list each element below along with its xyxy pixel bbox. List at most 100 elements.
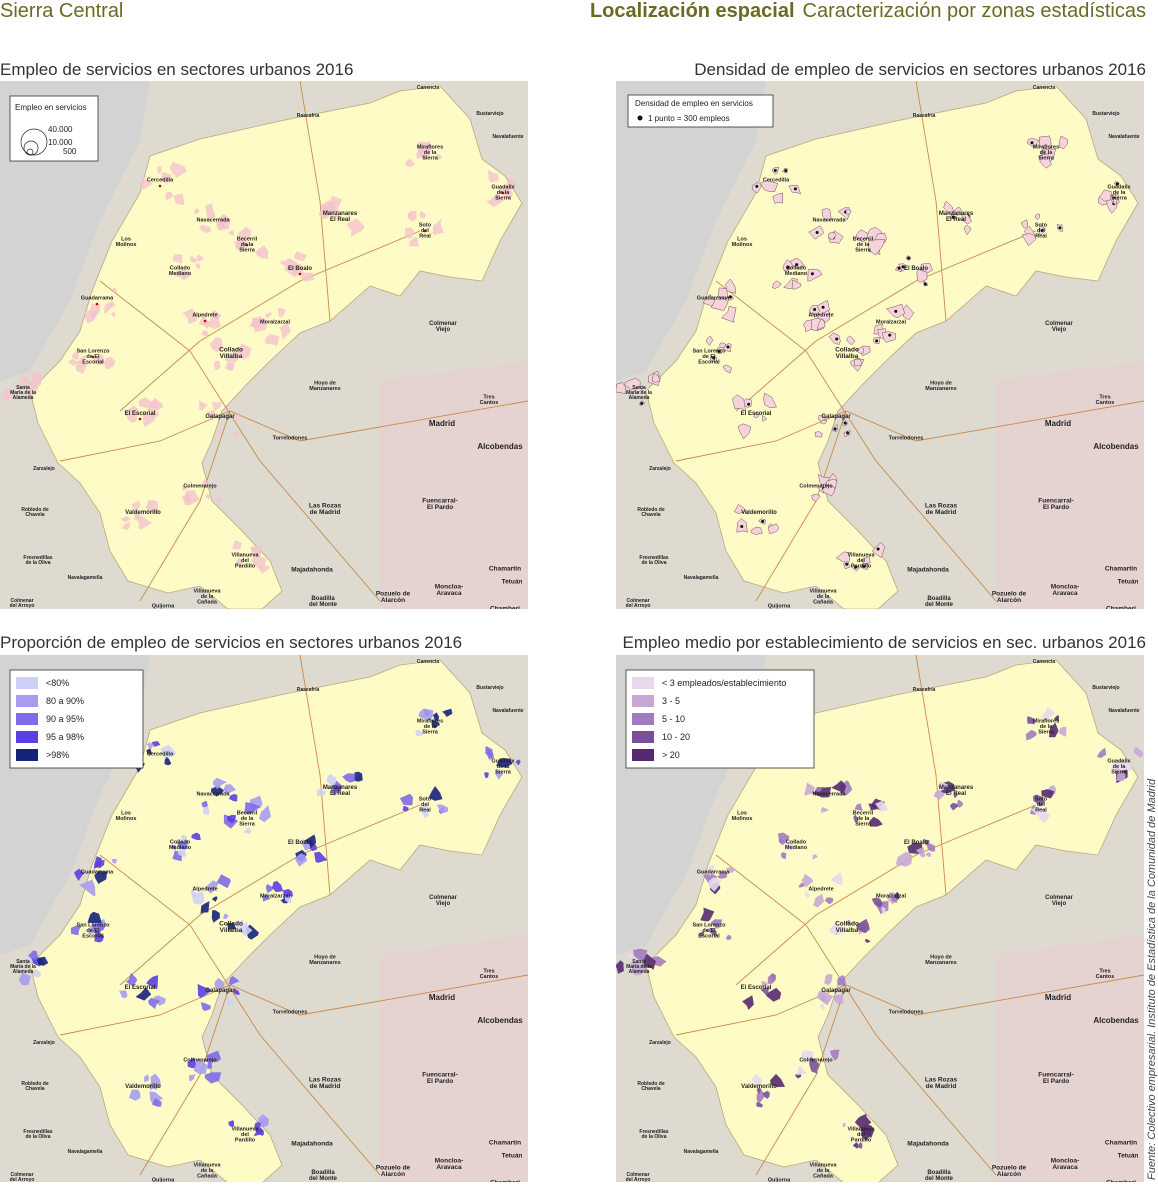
employment-dot (501, 191, 505, 195)
road (735, 804, 1037, 986)
place-label: Escorial (698, 934, 720, 940)
urban-sector (265, 884, 274, 894)
place-label: Collado (835, 347, 859, 354)
road (715, 280, 997, 602)
urban-sector (111, 858, 117, 864)
urban-sector (791, 279, 802, 290)
density-dot (845, 562, 849, 566)
place-label: Galapagar (821, 414, 851, 420)
urban-sector (416, 151, 424, 160)
place-label: Los (737, 811, 747, 817)
urban-sector (68, 358, 77, 367)
place-label: Tres (483, 969, 494, 975)
urban-sector (1021, 233, 1036, 247)
place-label: Alcobendas (1093, 1016, 1139, 1025)
road (755, 984, 847, 1176)
legend-symbol (26, 148, 34, 156)
urban-sector (1021, 219, 1028, 229)
road (99, 280, 381, 602)
map: Canencia Bustarviejo Rascafría Navalafuente… (616, 655, 1144, 1183)
legend-symbol (637, 115, 643, 121)
urban-sector (19, 972, 31, 986)
urban-sector (142, 411, 155, 428)
urban-sector (198, 224, 211, 233)
place-label: Fuencarral- (1038, 498, 1073, 505)
urban-sector (164, 757, 172, 766)
place-label: Navalagamella (68, 1149, 103, 1155)
place-label: Villanueva (847, 553, 875, 559)
place-label: Robledo de (21, 507, 48, 513)
map-title: Empleo medio por establecimiento de serv… (622, 633, 1146, 652)
urban-sector (299, 272, 315, 282)
place-label: Hoyo de (930, 955, 952, 961)
urban-sector (399, 793, 413, 806)
urban-sector (405, 158, 415, 168)
urban-sector (205, 202, 217, 219)
place-label: del Monte (925, 602, 954, 608)
urban-sector (719, 342, 727, 349)
road (139, 984, 231, 1176)
place-label: de la (241, 242, 254, 248)
urban-sector (193, 1058, 208, 1075)
place-label: Villanueva (847, 1127, 875, 1133)
urban-sector (1098, 189, 1112, 202)
place-label: Aravaca (436, 1164, 462, 1171)
urban-sector (172, 254, 183, 264)
density-dot (786, 265, 790, 269)
place-label: Villalba (836, 353, 859, 360)
urban-sector (710, 295, 729, 311)
urban-sector (750, 526, 763, 535)
place-label: Cantos (480, 974, 499, 980)
place-label: Robledo de (637, 1081, 664, 1087)
road (99, 854, 381, 1176)
place-label: Manzanares (925, 386, 957, 392)
sierra-central (29, 85, 523, 609)
urban-sector (197, 983, 212, 999)
place-label: Los (737, 237, 747, 243)
place-label: Soto (419, 797, 432, 803)
urban-sector (812, 854, 818, 860)
header-section: Localización espacial (590, 0, 795, 22)
urban-sector (801, 873, 814, 888)
urban-sector (432, 218, 444, 236)
urban-sector (881, 331, 896, 343)
legend-label: 10 - 20 (662, 732, 690, 742)
place-label: Sierra (855, 822, 872, 828)
place-label: del (1037, 228, 1045, 234)
urban-sector (616, 960, 624, 974)
place-label: Villanueva (231, 1127, 259, 1133)
urban-sector (74, 868, 85, 881)
place-label: Rascafría (913, 113, 936, 119)
urban-sector (244, 802, 262, 815)
urban-sector (926, 843, 936, 852)
employment-dot (138, 417, 142, 421)
urban-sector (842, 1122, 846, 1128)
header-subtitle: Caracterización por zonas estadísticas (803, 0, 1147, 22)
density-dot (640, 401, 644, 405)
legend-label: > 20 (662, 750, 680, 760)
place-label: Aravaca (436, 590, 462, 597)
urban-sector (252, 316, 267, 333)
urban-sector (260, 1118, 268, 1128)
urban-sector (125, 973, 138, 987)
urban-sector (265, 312, 272, 319)
urban-sector (251, 554, 267, 569)
road (915, 81, 947, 322)
urban-sector (148, 997, 160, 1009)
urban-sector (254, 1121, 262, 1131)
place-label: Galapagar (205, 414, 235, 420)
sierra-central (645, 659, 1139, 1183)
place-label: Viejo (1052, 327, 1067, 333)
density-dot (833, 427, 837, 431)
density-dot (854, 565, 858, 569)
place-label: El Boalo (904, 840, 928, 846)
urban-sector (785, 842, 794, 851)
road (735, 230, 1037, 412)
urban-sector (160, 744, 177, 760)
urban-sector (95, 860, 105, 869)
urban-sector (1040, 706, 1056, 722)
legend-swatch (632, 695, 654, 707)
place-label: de la Oliva (25, 1134, 50, 1140)
place-label: Majadahonda (291, 567, 333, 574)
